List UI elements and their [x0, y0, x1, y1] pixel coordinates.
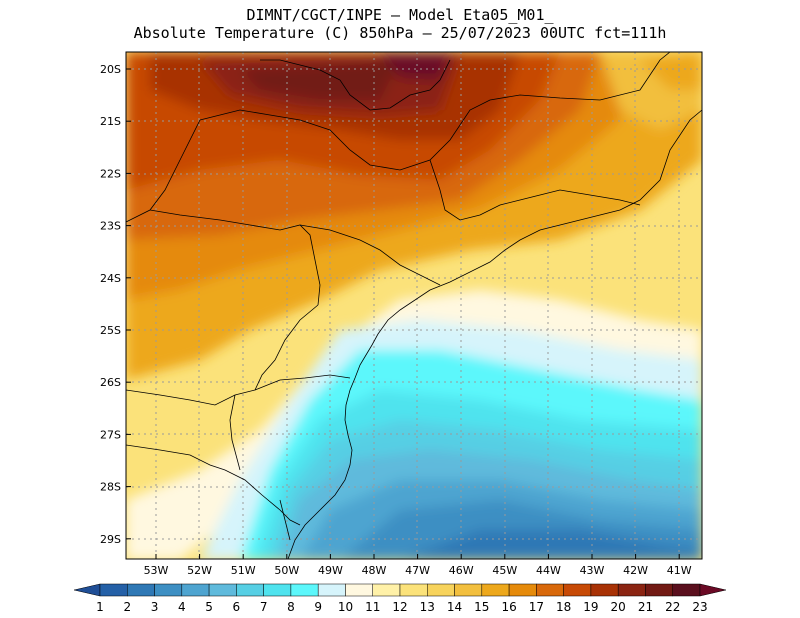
colorbar-label: 21 [638, 600, 653, 614]
lat-label-23S: 23S [100, 220, 121, 233]
lon-label-48W: 48W [362, 564, 387, 577]
lon-label-46W: 46W [449, 564, 474, 577]
colorbar-segment [127, 583, 155, 597]
colorbar-label: 23 [692, 600, 707, 614]
lat-label-25S: 25S [100, 324, 121, 337]
colorbar-arrow-high [699, 583, 727, 597]
lon-label-45W: 45W [492, 564, 517, 577]
colorbar-segment [454, 583, 483, 597]
temperature-field [126, 52, 702, 559]
colorbar-label: 9 [314, 600, 322, 614]
colorbar-label: 4 [178, 600, 186, 614]
colorbar-segment [536, 583, 564, 597]
colorbar-label: 12 [392, 600, 407, 614]
colorbar-segment [672, 583, 701, 597]
latitude-labels: 20S 21S 22S 23S 24S 25S 26S 27S 28S 29S [100, 63, 131, 546]
colorbar-segment [181, 583, 210, 597]
lat-label-20S: 20S [100, 63, 121, 76]
colorbar-label: 11 [365, 600, 380, 614]
lon-label-47W: 47W [405, 564, 430, 577]
lon-label-41W: 41W [667, 564, 692, 577]
lat-label-24S: 24S [100, 272, 121, 285]
map-title-line1: DIMNT/CGCT/INPE — Model Eta05_M01_ [246, 6, 554, 24]
colorbar-segment [290, 583, 319, 597]
lat-label-27S: 27S [100, 428, 121, 441]
colorbar-segment [427, 583, 455, 597]
colorbar-segment [236, 583, 264, 597]
colorbar-segment [590, 583, 619, 597]
lat-label-22S: 22S [100, 167, 121, 180]
lat-label-29S: 29S [100, 533, 121, 546]
colorbar-segment [372, 583, 401, 597]
colorbar-segment [645, 583, 673, 597]
lat-label-21S: 21S [100, 115, 121, 128]
coastline-and-borders [126, 52, 702, 559]
colorbar-label: 2 [123, 600, 131, 614]
colorbar-label: 18 [556, 600, 571, 614]
lat-label-26S: 26S [100, 376, 121, 389]
colorbar-segment [208, 583, 237, 597]
colorbar-segment [399, 583, 428, 597]
lon-label-51W: 51W [231, 564, 256, 577]
colorbar-segment [154, 583, 183, 597]
colorbar-label: 19 [583, 600, 598, 614]
colorbar-segment [563, 583, 592, 597]
colorbar-label: 22 [665, 600, 680, 614]
colorbar-label: 6 [233, 600, 241, 614]
colorbar-label: 17 [529, 600, 544, 614]
lon-label-49W: 49W [318, 564, 343, 577]
colorbar-label: 3 [151, 600, 159, 614]
colorbar-segment [481, 583, 510, 597]
colorbar-label: 20 [611, 600, 626, 614]
lon-label-44W: 44W [536, 564, 561, 577]
colorbar-label: 1 [96, 600, 104, 614]
colorbar-label: 8 [287, 600, 295, 614]
longitude-labels: 53W 52W 51W 50W 49W 48W 47W 46W 45W 44W 43W 42W 41W [144, 554, 692, 577]
colorbar-label: 13 [420, 600, 435, 614]
colorbar-label: 7 [260, 600, 268, 614]
colorbar-segment [99, 583, 128, 597]
lon-label-43W: 43W [580, 564, 605, 577]
colorbar-segment [617, 583, 646, 597]
colorbar-segment [317, 583, 346, 597]
colorbar-label: 10 [338, 600, 353, 614]
lon-label-50W: 50W [274, 564, 299, 577]
map-title-line2: Absolute Temperature (C) 850hPa — 25/07/… [133, 24, 667, 42]
map-frame [125, 51, 703, 560]
colorbar-segment [345, 583, 373, 597]
colorbar-segment [263, 583, 292, 597]
colorbar-segment [508, 583, 537, 597]
colorbar-label: 5 [205, 600, 213, 614]
lon-label-53W: 53W [144, 564, 169, 577]
colorbar-label: 16 [501, 600, 516, 614]
lon-label-52W: 52W [187, 564, 212, 577]
graticule [126, 52, 702, 559]
colorbar-arrow-low [73, 583, 101, 597]
colorbar: 1 2 3 4 5 6 7 8 9 10 11 12 13 14 15 16 17 18 19 20 21 22 23 [73, 583, 727, 614]
lon-label-42W: 42W [623, 564, 648, 577]
colorbar-label: 14 [447, 600, 462, 614]
lat-label-28S: 28S [100, 481, 121, 494]
colorbar-label: 15 [474, 600, 489, 614]
